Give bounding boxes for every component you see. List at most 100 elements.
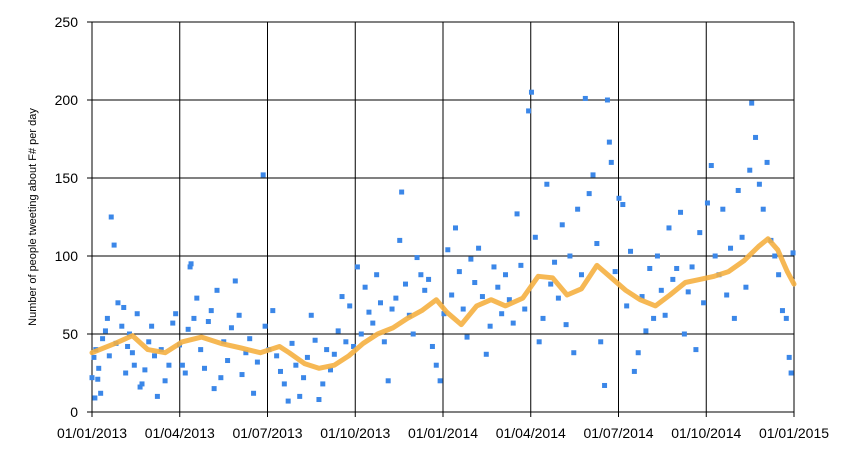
data-point xyxy=(479,294,485,300)
data-point xyxy=(402,281,408,287)
x-tick-label: 01/04/2014 xyxy=(496,425,566,441)
data-point xyxy=(598,339,604,345)
data-point xyxy=(635,350,641,356)
data-point xyxy=(456,269,462,275)
y-tick-label: 150 xyxy=(55,170,79,186)
data-point xyxy=(218,375,224,381)
data-point xyxy=(397,237,403,243)
data-point xyxy=(760,206,766,212)
data-point xyxy=(764,159,770,165)
data-point xyxy=(575,206,581,212)
data-point xyxy=(628,248,634,254)
data-point xyxy=(96,365,102,371)
data-point xyxy=(506,297,512,303)
data-point xyxy=(779,308,785,314)
data-point xyxy=(422,287,428,293)
data-point xyxy=(548,281,554,287)
data-point xyxy=(131,362,137,368)
data-point xyxy=(464,334,470,340)
data-point xyxy=(377,300,383,306)
data-point xyxy=(662,312,668,318)
data-point xyxy=(170,320,176,326)
data-point xyxy=(260,172,266,178)
data-point xyxy=(208,308,214,314)
data-point xyxy=(127,331,133,337)
data-point xyxy=(381,339,387,345)
y-tick-label: 0 xyxy=(70,404,78,420)
data-point xyxy=(522,306,528,312)
y-tick-label: 250 xyxy=(55,14,79,30)
data-point xyxy=(783,315,789,321)
data-point xyxy=(385,378,391,384)
data-point xyxy=(555,295,561,301)
data-point xyxy=(514,211,520,217)
data-point xyxy=(162,378,168,384)
data-point xyxy=(301,375,307,381)
data-point xyxy=(460,306,466,312)
data-point xyxy=(129,350,135,356)
x-tick-label: 01/01/2014 xyxy=(408,425,478,441)
data-point xyxy=(304,354,310,360)
data-point xyxy=(225,358,231,364)
x-tick-label: 01/01/2015 xyxy=(759,425,829,441)
data-point xyxy=(152,353,158,359)
data-point xyxy=(121,304,127,310)
data-point xyxy=(146,339,152,345)
x-tick-label: 01/04/2013 xyxy=(145,425,215,441)
data-point xyxy=(503,272,509,278)
data-point xyxy=(137,384,143,390)
data-point xyxy=(108,214,114,220)
data-point xyxy=(731,315,737,321)
data-point xyxy=(339,294,345,300)
data-point xyxy=(739,234,745,240)
y-tick-label: 50 xyxy=(62,326,78,342)
data-point xyxy=(251,390,257,396)
data-point xyxy=(616,195,622,201)
data-point xyxy=(312,337,318,343)
data-point xyxy=(453,225,459,231)
data-point xyxy=(578,272,584,278)
data-point xyxy=(735,187,741,193)
data-point xyxy=(331,351,337,357)
trend-line xyxy=(89,236,797,371)
data-point xyxy=(289,340,295,346)
data-point xyxy=(487,323,493,329)
data-point xyxy=(211,386,217,392)
data-point xyxy=(410,331,416,337)
data-point xyxy=(449,292,455,298)
data-point xyxy=(426,276,432,282)
data-point xyxy=(701,300,707,306)
data-point xyxy=(134,311,140,317)
data-point xyxy=(590,172,596,178)
data-point xyxy=(297,393,303,399)
data-point xyxy=(685,289,691,295)
data-point xyxy=(441,311,447,317)
data-point xyxy=(243,350,249,356)
data-point xyxy=(586,191,592,197)
data-point xyxy=(104,315,110,321)
data-point xyxy=(320,381,326,387)
data-point xyxy=(689,264,695,270)
data-point xyxy=(491,264,497,270)
data-point xyxy=(316,397,322,403)
data-point xyxy=(335,328,341,334)
x-tick-label: 01/10/2014 xyxy=(671,425,741,441)
x-tick-label: 01/01/2013 xyxy=(57,425,127,441)
data-point xyxy=(154,393,160,399)
data-point xyxy=(433,362,439,368)
data-point xyxy=(495,284,501,290)
data-point xyxy=(620,202,626,208)
data-point xyxy=(399,189,405,195)
data-point xyxy=(499,311,505,317)
data-point xyxy=(639,294,645,300)
data-point xyxy=(693,347,699,353)
data-point xyxy=(788,370,794,376)
data-point xyxy=(191,315,197,321)
data-point xyxy=(536,339,542,345)
data-point xyxy=(343,339,349,345)
data-point xyxy=(102,328,108,334)
data-point xyxy=(728,245,734,251)
data-point xyxy=(594,241,600,247)
data-point xyxy=(347,303,353,309)
